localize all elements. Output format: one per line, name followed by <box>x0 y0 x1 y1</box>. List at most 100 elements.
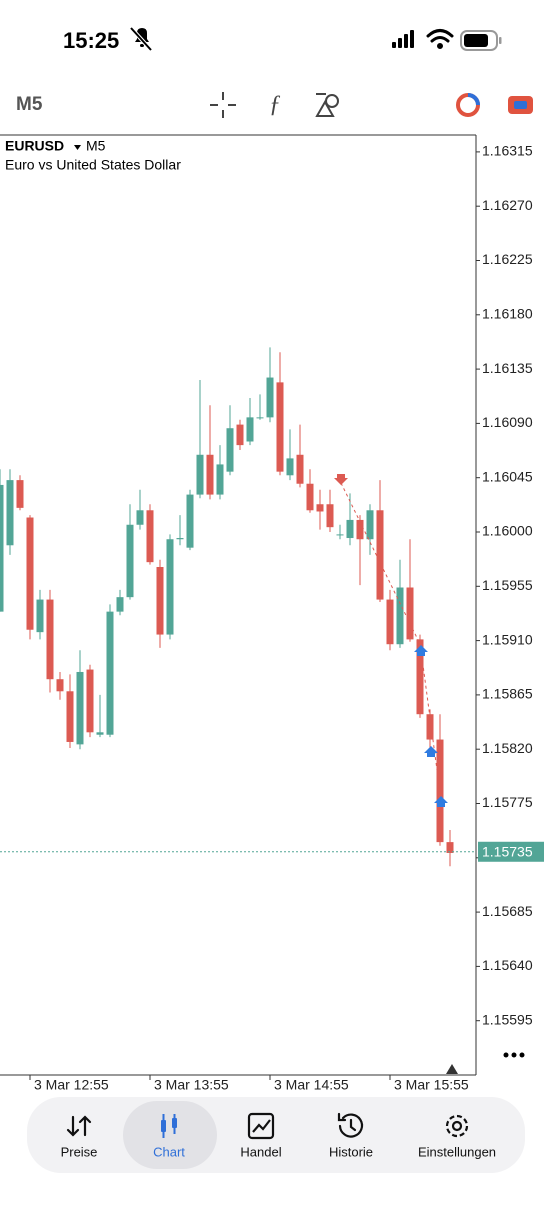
candle-body <box>246 417 254 442</box>
candle-body <box>276 382 284 472</box>
chart-shift-marker[interactable] <box>446 1064 458 1074</box>
candle-body <box>256 417 264 419</box>
trade-markers <box>334 474 448 807</box>
candle-body <box>336 534 344 536</box>
candle-body <box>216 464 224 495</box>
indicator-icon[interactable]: ƒ <box>269 92 281 118</box>
nav-label[interactable]: Chart <box>153 1144 185 1159</box>
x-tick-label: 3 Mar 13:55 <box>154 1077 229 1093</box>
x-tick-label: 3 Mar 12:55 <box>34 1077 109 1093</box>
nav-bar <box>27 1097 525 1173</box>
candle-body <box>86 669 94 733</box>
preise-icon[interactable] <box>66 1115 92 1137</box>
candle-body <box>186 494 194 548</box>
candle-body <box>26 517 34 630</box>
candle-body <box>376 510 384 600</box>
account-icon[interactable] <box>456 93 480 117</box>
candle-body <box>56 679 64 692</box>
candle-body <box>46 599 54 680</box>
candle-body <box>136 510 144 525</box>
toolbar-timeframe[interactable]: M5 <box>16 94 43 115</box>
candle-body <box>286 458 294 476</box>
candle-body <box>396 587 404 645</box>
candle-body <box>356 519 364 540</box>
x-tick-label: 3 Mar 15:55 <box>394 1077 469 1093</box>
candle-body <box>366 510 374 540</box>
nav-label[interactable]: Preise <box>61 1144 98 1159</box>
nav-label[interactable]: Handel <box>240 1144 281 1159</box>
candle-body <box>346 519 354 539</box>
candle-body <box>126 524 134 598</box>
x-tick-label: 3 Mar 14:55 <box>274 1077 349 1093</box>
candle-body <box>316 504 324 512</box>
y-tick-label: 1.16045 <box>482 468 533 484</box>
candle-body <box>326 504 334 528</box>
einstellungen-icon[interactable] <box>445 1114 469 1138</box>
candle-body <box>16 480 24 508</box>
chart-icon[interactable] <box>161 1114 177 1138</box>
candle-body <box>436 739 444 843</box>
candle-body <box>116 597 124 612</box>
y-tick-label: 1.15595 <box>482 1011 533 1027</box>
chart-timeframe: M5 <box>86 138 106 154</box>
candle-body <box>446 842 454 853</box>
more-button[interactable] <box>503 1052 525 1058</box>
wifi-icon <box>426 29 454 49</box>
candle-body <box>266 377 274 418</box>
candle-body <box>206 454 214 495</box>
last-price-box <box>478 841 544 862</box>
last-price-label: 1.15735 <box>482 843 533 859</box>
candle-body <box>156 566 164 635</box>
candle-body <box>96 732 104 735</box>
candle-body <box>416 639 424 715</box>
y-tick-label: 1.16000 <box>482 523 533 539</box>
y-tick-label: 1.16225 <box>482 251 533 267</box>
candle-body <box>0 484 4 612</box>
chart-symbol[interactable]: EURUSD <box>5 138 64 154</box>
y-tick-label: 1.16135 <box>482 360 533 376</box>
candle-body <box>426 714 434 740</box>
candle-body <box>226 428 234 472</box>
y-tick-label: 1.15955 <box>482 577 533 593</box>
candle-body <box>36 599 44 633</box>
symbol-dropdown[interactable] <box>74 145 81 150</box>
candle-body <box>146 510 154 563</box>
candle-body <box>236 424 244 446</box>
y-tick-label: 1.15640 <box>482 957 533 973</box>
nav-active-bg <box>123 1101 217 1169</box>
y-tick-label: 1.15910 <box>482 631 533 647</box>
signal-icon <box>392 30 414 48</box>
y-tick-label: 1.15865 <box>482 686 533 702</box>
axes: 1.16315 1.16270 1.16225 1.16180 1.16135 1.160… <box>29 143 544 1093</box>
candle-body <box>406 587 414 640</box>
objects-icon[interactable] <box>315 93 339 117</box>
candle-body <box>6 480 14 546</box>
battery-icon <box>460 30 502 51</box>
candle-body <box>196 454 204 495</box>
plot-area <box>0 347 476 867</box>
y-tick-label: 1.15775 <box>482 794 533 810</box>
nav-label[interactable]: Historie <box>329 1144 373 1159</box>
handel-icon[interactable] <box>247 1112 275 1140</box>
candle-body <box>76 671 84 745</box>
y-tick-label: 1.16090 <box>482 414 533 430</box>
mute-icon <box>129 26 153 52</box>
y-tick-label: 1.16315 <box>482 143 533 159</box>
y-tick-label: 1.16180 <box>482 305 533 321</box>
candle-body <box>296 454 304 484</box>
y-tick-label: 1.16270 <box>482 197 533 213</box>
nav-label[interactable]: Einstellungen <box>418 1144 496 1159</box>
historie-icon[interactable] <box>337 1112 364 1138</box>
status-time: 15:25 <box>63 28 119 53</box>
candle-body <box>176 538 184 540</box>
y-tick-label: 1.15685 <box>482 903 533 919</box>
candle-body <box>66 691 74 742</box>
y-tick-label: 1.15820 <box>482 740 533 756</box>
crosshair-icon[interactable] <box>210 92 236 118</box>
chart-subtitle: Euro vs United States Dollar <box>5 157 181 173</box>
candle-body <box>166 539 174 635</box>
candle-body <box>106 611 114 735</box>
candle-body <box>386 599 394 645</box>
trade-icon[interactable] <box>508 96 533 114</box>
